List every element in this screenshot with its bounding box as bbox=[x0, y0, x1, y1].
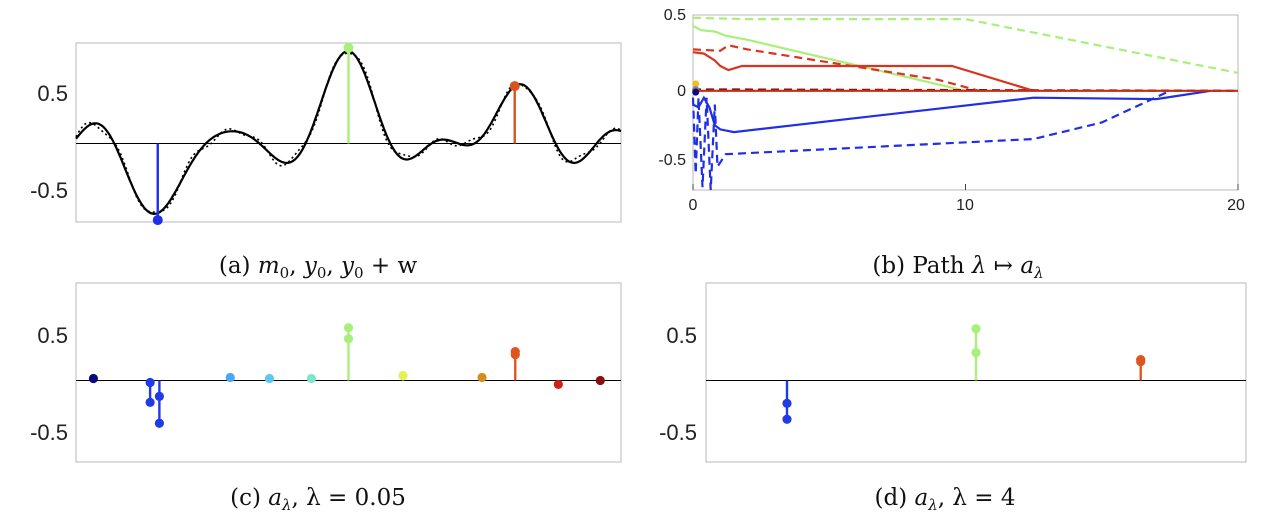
panel-c-stem-marker bbox=[595, 375, 605, 386]
panel-a-series-noisy bbox=[75, 52, 622, 213]
panel-a-ytick-label: -0.5 bbox=[30, 178, 68, 203]
panel-d-stem-marker bbox=[1136, 354, 1146, 365]
panel-c-stem-marker bbox=[553, 379, 563, 390]
panel-c-stem-marker bbox=[145, 397, 155, 407]
panel-b-origin-marker bbox=[692, 88, 700, 96]
panel-c-stem-marker bbox=[343, 323, 354, 333]
panel-c-stem-marker bbox=[88, 373, 99, 384]
caption-d: (d) aλ, λ = 4 bbox=[875, 485, 1016, 514]
panel-b-path-line bbox=[692, 25, 966, 92]
panel-b-path-line bbox=[692, 51, 1034, 92]
caption-c: (c) aλ, λ = 0.05 bbox=[230, 485, 406, 514]
plot-layer bbox=[75, 16, 1246, 428]
panel-d-ytick-label: -0.5 bbox=[659, 420, 697, 445]
panel-c-stem-marker bbox=[264, 373, 275, 384]
panel-b-path-line bbox=[692, 44, 980, 92]
panel-c-stem-marker bbox=[306, 373, 317, 384]
panel-b-xtick-label: 20 bbox=[1227, 197, 1245, 214]
panel-c-stem-marker bbox=[225, 372, 235, 383]
caption-a: (a) m0, y0, y0 + w bbox=[219, 253, 418, 282]
panel-a-spike-marker bbox=[343, 42, 354, 53]
panel-c-stem-marker bbox=[510, 347, 520, 357]
panel-b-frame bbox=[692, 14, 1239, 191]
panel-d-stem-marker bbox=[971, 324, 981, 334]
panel-d-stem-marker bbox=[782, 414, 792, 424]
panel-b-ytick-label: 0.5 bbox=[664, 7, 686, 24]
panel-c-stem-marker bbox=[343, 334, 354, 344]
panel-b-origin-marker bbox=[692, 80, 700, 88]
panel-b-path-line bbox=[692, 16, 1239, 74]
panel-c-ytick-label: -0.5 bbox=[30, 420, 68, 445]
panel-a-ytick-label: 0.5 bbox=[37, 81, 68, 106]
panel-c-stem-marker bbox=[154, 391, 164, 401]
panel-d-stem-marker bbox=[782, 398, 792, 408]
panel-b-ytick-label: -0.5 bbox=[658, 152, 686, 169]
panel-c-stem-marker bbox=[145, 377, 155, 388]
panel-b-ytick-label: 0 bbox=[677, 83, 686, 100]
panel-a-spike-marker bbox=[509, 81, 520, 92]
panel-c-stem-marker bbox=[398, 370, 408, 381]
panel-b-path-line bbox=[692, 89, 1211, 134]
panel-d-ytick-label: 0.5 bbox=[666, 323, 697, 348]
panel-c-stem-marker bbox=[154, 418, 164, 428]
panel-b-xtick-label: 0 bbox=[689, 197, 698, 214]
panel-a-spike-marker bbox=[152, 215, 163, 226]
caption-b: (b) Path λ ↦ aλ bbox=[872, 253, 1043, 282]
panel-c-ytick-label: 0.5 bbox=[37, 323, 68, 348]
panel-d-stem-marker bbox=[971, 348, 981, 358]
panel-c-stem-marker bbox=[477, 372, 487, 383]
panel-b-xtick-label: 10 bbox=[956, 197, 974, 214]
